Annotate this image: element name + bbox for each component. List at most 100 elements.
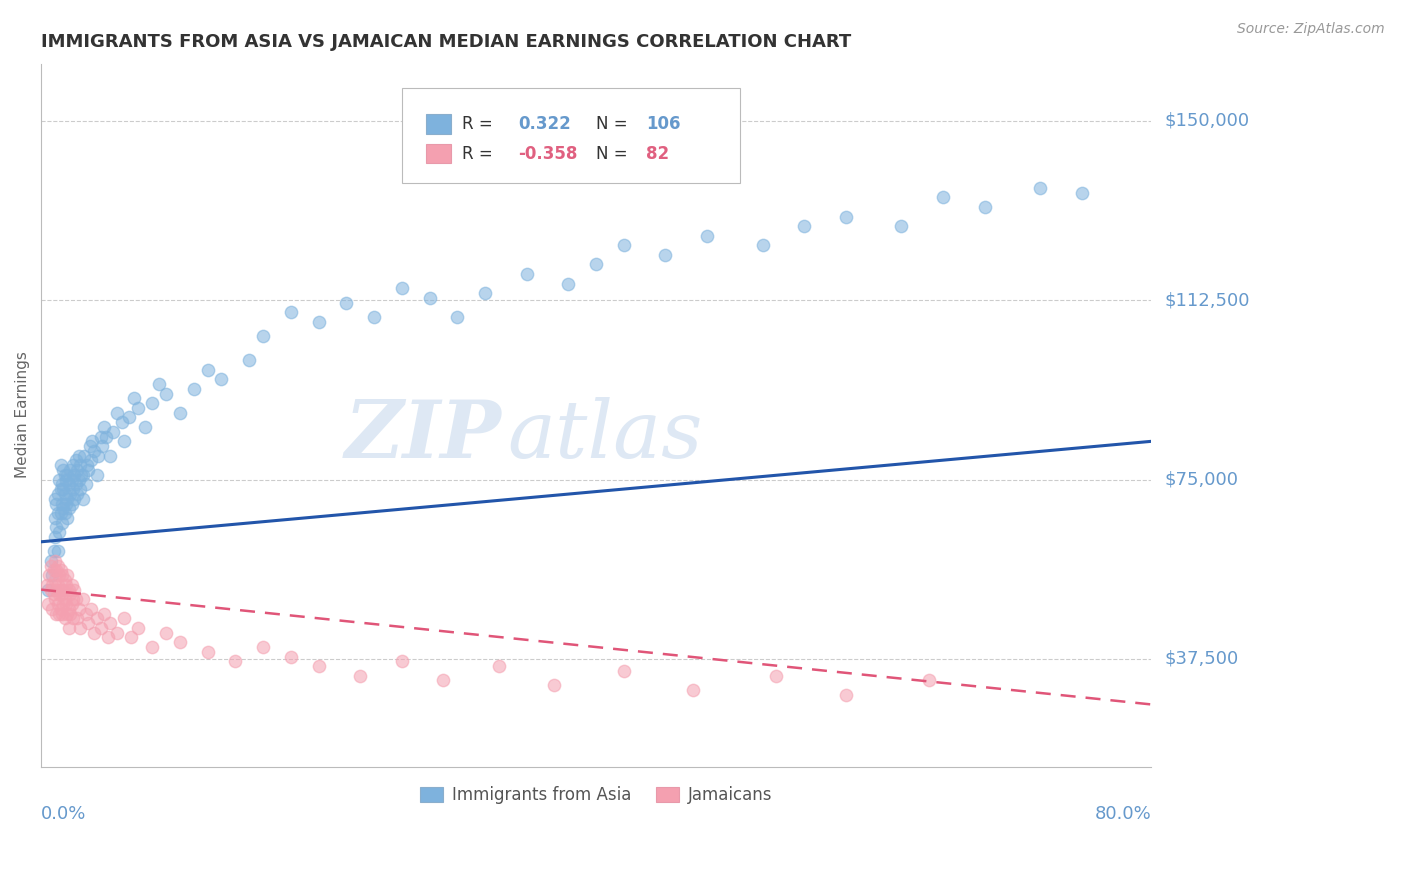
Point: [35, 578, 58, 592]
Point: [516, 267, 538, 281]
Legend: Immigrants from Asia, Jamaicans: Immigrants from Asia, Jamaicans: [413, 780, 779, 811]
Point: [80, 453, 103, 467]
Point: [183, 382, 205, 396]
FancyBboxPatch shape: [426, 144, 451, 163]
Point: [51, 496, 73, 510]
Point: [252, 329, 274, 343]
Point: [55, 496, 77, 510]
Point: [41, 568, 63, 582]
Point: [973, 200, 995, 214]
Point: [120, 631, 142, 645]
Point: [252, 640, 274, 654]
Point: [308, 659, 330, 673]
Point: [793, 219, 815, 234]
Point: [49, 601, 72, 615]
Point: [890, 219, 912, 234]
Text: N =: N =: [596, 145, 627, 162]
Point: [127, 401, 149, 415]
Point: [238, 353, 260, 368]
Point: [280, 649, 302, 664]
Point: [58, 601, 80, 615]
Point: [90, 429, 112, 443]
Point: [134, 420, 156, 434]
Point: [835, 210, 858, 224]
Point: [87, 449, 110, 463]
Point: [38, 568, 60, 582]
Point: [48, 568, 70, 582]
Point: [75, 607, 97, 621]
Point: [335, 295, 357, 310]
Point: [65, 477, 87, 491]
Point: [1029, 181, 1052, 195]
Point: [46, 597, 69, 611]
Point: [86, 611, 108, 625]
Point: [60, 578, 83, 592]
Point: [46, 487, 69, 501]
Point: [224, 654, 246, 668]
Point: [48, 607, 70, 621]
Point: [55, 578, 77, 592]
Point: [79, 439, 101, 453]
Point: [52, 482, 75, 496]
Point: [155, 386, 177, 401]
Point: [46, 544, 69, 558]
Point: [44, 491, 66, 506]
Point: [56, 607, 79, 621]
Point: [97, 631, 120, 645]
Point: [56, 467, 79, 482]
Point: [53, 611, 76, 625]
Point: [117, 410, 139, 425]
Point: [46, 558, 69, 573]
Point: [432, 673, 454, 688]
Point: [70, 467, 93, 482]
Point: [148, 376, 170, 391]
Point: [45, 564, 67, 578]
Point: [52, 597, 75, 611]
Text: 0.0%: 0.0%: [41, 805, 87, 823]
Point: [918, 673, 941, 688]
Point: [197, 362, 219, 376]
Point: [66, 463, 89, 477]
Point: [122, 392, 145, 406]
Point: [45, 496, 67, 510]
Point: [80, 601, 103, 615]
Text: N =: N =: [596, 115, 627, 133]
Point: [41, 578, 63, 592]
Point: [37, 597, 59, 611]
Point: [90, 621, 112, 635]
Point: [49, 506, 72, 520]
Text: R =: R =: [461, 145, 492, 162]
Point: [60, 473, 83, 487]
Point: [42, 587, 65, 601]
Point: [56, 491, 79, 506]
Point: [107, 406, 129, 420]
Point: [49, 482, 72, 496]
Point: [62, 611, 84, 625]
Point: [72, 467, 94, 482]
Point: [446, 310, 468, 324]
Point: [72, 592, 94, 607]
Point: [73, 449, 96, 463]
Point: [391, 281, 413, 295]
Point: [56, 568, 79, 582]
Point: [69, 621, 91, 635]
Point: [51, 568, 73, 582]
Point: [585, 257, 607, 271]
Text: R =: R =: [461, 115, 492, 133]
Point: [60, 496, 83, 510]
Point: [66, 487, 89, 501]
Point: [349, 669, 371, 683]
Point: [58, 477, 80, 491]
Point: [46, 506, 69, 520]
Point: [62, 458, 84, 473]
Point: [66, 611, 89, 625]
FancyBboxPatch shape: [402, 88, 741, 183]
Text: 106: 106: [645, 115, 681, 133]
Point: [83, 444, 105, 458]
Point: [169, 635, 191, 649]
Point: [280, 305, 302, 319]
Point: [835, 688, 858, 702]
Point: [59, 487, 82, 501]
Point: [59, 587, 82, 601]
Point: [103, 425, 125, 439]
